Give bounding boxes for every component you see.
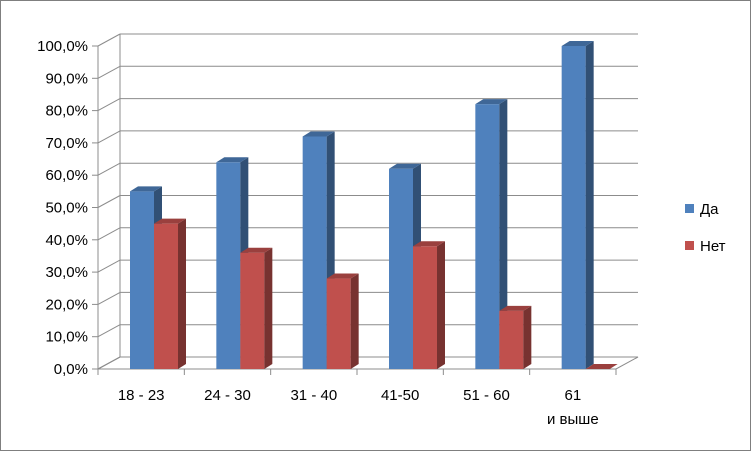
y-tick-label: 20,0% — [45, 296, 88, 313]
bar — [499, 310, 524, 369]
bar-side — [523, 305, 532, 369]
bar — [302, 136, 327, 369]
y-tick-label: 40,0% — [45, 232, 88, 249]
bar-side — [437, 241, 445, 369]
bar-top — [326, 273, 359, 279]
x-tick-label: 31 - 40 — [290, 387, 337, 404]
y-tick-label: 80,0% — [45, 103, 88, 120]
x-tick-label: 51 - 60 — [463, 387, 510, 404]
bar-top — [413, 241, 445, 247]
bar — [389, 168, 413, 369]
y-tick-label: 50,0% — [45, 200, 88, 217]
y-tick-label: 100,0% — [37, 38, 88, 55]
bar-top — [475, 99, 508, 105]
bar — [240, 252, 265, 369]
x-tick-label: 18 - 23 — [118, 387, 165, 404]
y-tick-label: 30,0% — [45, 264, 88, 281]
y-tick-label: 70,0% — [45, 135, 88, 152]
bar — [561, 46, 586, 369]
x-tick-label: 61 и выше — [547, 387, 599, 428]
gridline-side — [97, 227, 121, 241]
x-tick-label: 24 - 30 — [204, 387, 251, 404]
bar-side — [499, 99, 508, 369]
bar-top — [585, 364, 618, 369]
x-tick-label: 41-50 — [381, 387, 419, 404]
bar-top — [216, 157, 249, 163]
y-tick-label: 60,0% — [45, 167, 88, 184]
gridline-side — [97, 65, 121, 79]
gridline-side — [97, 195, 121, 208]
y-tick-label: 0,0% — [54, 361, 88, 378]
bar-top — [130, 186, 162, 192]
gridline-side — [97, 291, 121, 305]
bar-top — [561, 41, 594, 46]
bar-top — [302, 131, 335, 137]
bar-top — [499, 305, 532, 311]
bar-top — [389, 163, 421, 169]
gridline-side — [97, 98, 121, 112]
gridline-side — [97, 33, 121, 47]
bar-side — [178, 218, 186, 369]
legend-label: Нет — [700, 238, 726, 255]
bar — [216, 162, 241, 369]
gridline-side — [97, 162, 121, 176]
bar-side — [585, 41, 594, 369]
gridline-side — [97, 356, 121, 370]
bar-side — [264, 247, 273, 369]
bar — [154, 223, 178, 369]
bar — [326, 278, 351, 369]
bar-top — [154, 218, 186, 224]
bar-top — [240, 247, 273, 253]
legend-swatch — [685, 204, 694, 213]
bar — [130, 191, 154, 369]
bar-side — [350, 273, 359, 369]
y-tick-label: 90,0% — [45, 70, 88, 87]
y-tick-label: 10,0% — [45, 329, 88, 346]
gridline-side — [97, 259, 121, 273]
legend-swatch — [685, 241, 694, 250]
bar — [475, 104, 500, 369]
gridline-side — [97, 130, 121, 144]
bar — [413, 246, 437, 369]
gridline-side — [97, 324, 121, 338]
legend-label: Да — [700, 201, 719, 218]
